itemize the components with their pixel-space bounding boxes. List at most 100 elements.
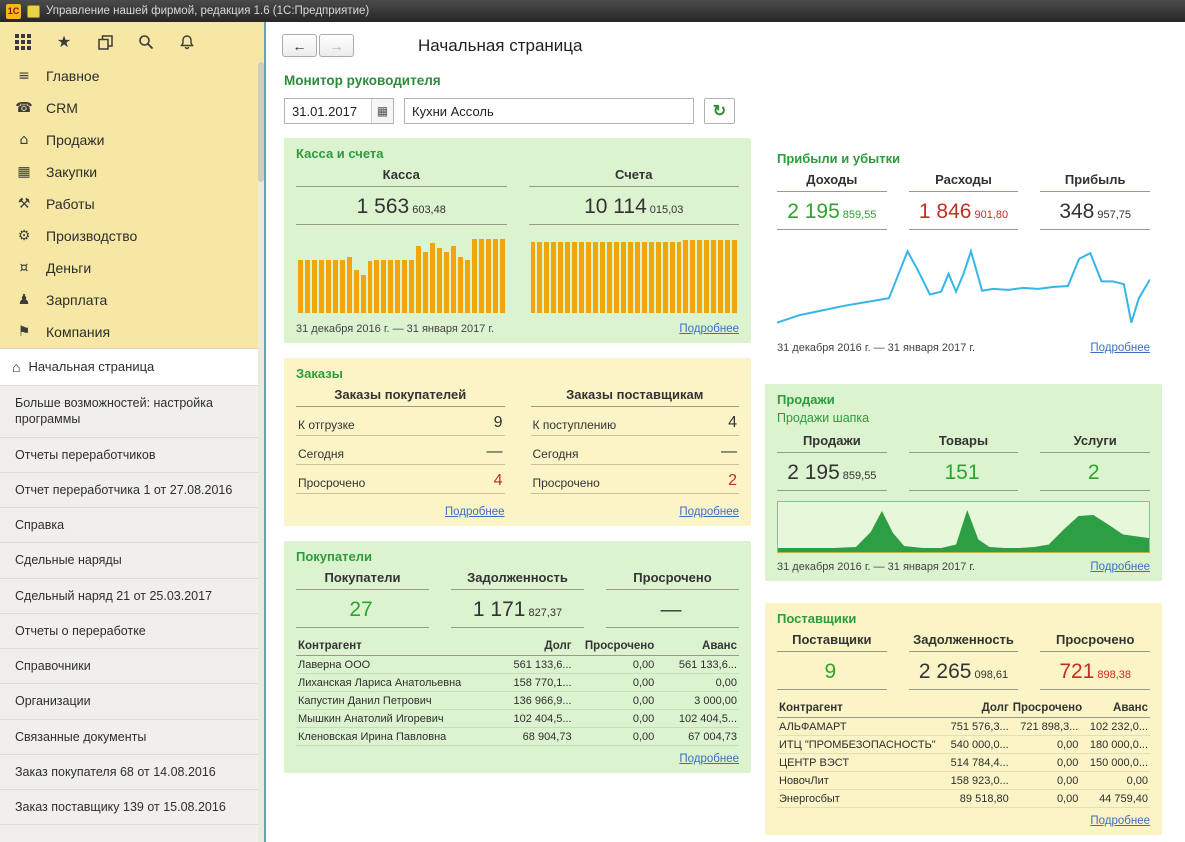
menu-item[interactable]: ☎ CRM bbox=[0, 92, 264, 124]
supplier-row[interactable]: НовочЛит 158 923,0... 0,00 0,00 bbox=[777, 772, 1150, 790]
menu-item[interactable]: ≡ Главное bbox=[0, 60, 264, 92]
nav-item-label: Заказ покупателя 68 от 14.08.2016 bbox=[15, 764, 216, 780]
nav-item[interactable]: ⌂ Справка bbox=[0, 508, 264, 543]
nav-item[interactable]: ⌂ Заказ поставщику 139 от 15.08.2016 bbox=[0, 790, 264, 825]
nav-item-label: Начальная страница bbox=[28, 359, 154, 376]
menu-item[interactable]: ⌂ Продажи bbox=[0, 124, 264, 156]
stat-column: Продажи 2 195859,55 bbox=[777, 433, 887, 491]
customer-row[interactable]: Мышкин Анатолий Игоревич 102 404,5... 0,… bbox=[296, 710, 739, 728]
company-input[interactable] bbox=[405, 99, 693, 123]
supplier-row[interactable]: ЦЕНТР ВЭСТ 514 784,4... 0,00 150 000,0..… bbox=[777, 754, 1150, 772]
stat-column: Прибыль 348957,75 bbox=[1040, 172, 1150, 230]
cash-panel: Касса и счета Касса 1 563603,48 Счета 10… bbox=[284, 138, 751, 343]
customers-table: Контрагент Долг Просрочено Аванс Лаверна… bbox=[296, 637, 739, 746]
nav-item[interactable]: ⌂ Отчет переработчика 1 от 27.08.2016 bbox=[0, 473, 264, 508]
customers-panel: Покупатели Покупатели 27 Задолженность 1… bbox=[284, 541, 751, 773]
order-stat-row: К отгрузке 9 bbox=[296, 407, 505, 436]
supplier-orders-more-link[interactable]: Подробнее bbox=[679, 506, 739, 518]
apps-grid-icon[interactable] bbox=[14, 33, 32, 51]
customer-row[interactable]: Кленовская Ирина Павловна 68 904,73 0,00… bbox=[296, 728, 739, 746]
customer-row[interactable]: Лиханская Лариса Анатольевна 158 770,1..… bbox=[296, 674, 739, 692]
recent-windows-icon[interactable] bbox=[96, 33, 114, 51]
stat-column: Просрочено 721898,38 bbox=[1040, 632, 1150, 690]
purchases-icon: ▦ bbox=[14, 164, 34, 180]
supplier-row[interactable]: Энергосбыт 89 518,80 0,00 44 759,40 bbox=[777, 790, 1150, 808]
customer-row[interactable]: Капустин Данил Петрович 136 966,9... 0,0… bbox=[296, 692, 739, 710]
suppliers-more-link[interactable]: Подробнее bbox=[1090, 815, 1150, 827]
sidebar-scrollbar-thumb[interactable] bbox=[258, 62, 264, 182]
suppliers-panel-title: Поставщики bbox=[777, 611, 1150, 626]
orders-panel-title: Заказы bbox=[296, 366, 739, 381]
back-button[interactable]: ← bbox=[282, 34, 317, 57]
nav-item[interactable]: ⌂ Связанные документы bbox=[0, 720, 264, 755]
cash-period: 31 декабря 2016 г. — 31 января 2017 г. bbox=[296, 323, 494, 335]
pnl-period: 31 декабря 2016 г. — 31 января 2017 г. bbox=[777, 342, 975, 354]
home-icon: ⌂ bbox=[12, 358, 20, 376]
stat-column: Задолженность 1 171827,37 bbox=[451, 570, 584, 628]
menu-item-label: Работы bbox=[46, 196, 95, 212]
sales-area-chart bbox=[777, 501, 1150, 553]
supplier-orders-group: Заказы поставщикам К поступлению 4 Сегод… bbox=[531, 387, 740, 518]
nav-item[interactable]: ⌂ Отчеты переработчиков bbox=[0, 438, 264, 473]
stat-column: Товары 151 bbox=[909, 433, 1019, 491]
menu-item[interactable]: ⚑ Компания bbox=[0, 316, 264, 348]
customer-row[interactable]: Лаверна ООО 561 133,6... 0,00 561 133,6.… bbox=[296, 656, 739, 674]
pnl-panel: Прибыли и убытки Доходы 2 195859,55 Расх… bbox=[765, 143, 1162, 362]
nav-item[interactable]: ⌂ Начальная страница bbox=[0, 349, 264, 386]
nav-item[interactable]: ⌂ Больше возможностей: настройка програм… bbox=[0, 386, 264, 438]
menu-item[interactable]: ¤ Деньги bbox=[0, 252, 264, 284]
stat-column: Просрочено — bbox=[606, 570, 739, 628]
menu-item-label: Главное bbox=[46, 68, 100, 84]
main-area: ← → Начальная страница Монитор руководит… bbox=[266, 22, 1185, 842]
menu-item-label: Деньги bbox=[46, 260, 91, 276]
pnl-more-link[interactable]: Подробнее bbox=[1090, 342, 1150, 354]
forward-button[interactable]: → bbox=[319, 34, 354, 57]
cash-more-link[interactable]: Подробнее bbox=[679, 323, 739, 335]
cash-bar-chart bbox=[298, 237, 505, 313]
nav-item[interactable]: ⌂ Организации bbox=[0, 684, 264, 719]
accounts-value: 10 114015,03 bbox=[529, 187, 740, 225]
search-icon[interactable] bbox=[137, 33, 155, 51]
nav-item[interactable]: ⌂ Сдельный наряд 21 от 25.03.2017 bbox=[0, 579, 264, 614]
order-stat-row: Просрочено 2 bbox=[531, 465, 740, 494]
menu-item[interactable]: ▦ Закупки bbox=[0, 156, 264, 188]
sections-menu: ≡ Главное ☎ CRM ⌂ Продажи ▦ Закупки ⚒ Ра… bbox=[0, 60, 264, 348]
supplier-row[interactable]: АЛЬФАМАРТ 751 576,3... 721 898,3... 102 … bbox=[777, 718, 1150, 736]
nav-item[interactable]: ⌂ Сдельные наряды bbox=[0, 543, 264, 578]
calendar-icon[interactable]: ▦ bbox=[371, 99, 393, 123]
supplier-row[interactable]: ИТЦ "ПРОМБЕЗОПАСНОСТЬ" 540 000,0... 0,00… bbox=[777, 736, 1150, 754]
sales-panel-subtitle: Продажи шапка bbox=[777, 411, 1150, 425]
nav-history-list: ⌂ Начальная страница ⌂ Больше возможност… bbox=[0, 348, 264, 842]
notifications-bell-icon[interactable] bbox=[178, 33, 196, 51]
menu-item[interactable]: ⚙ Производство bbox=[0, 220, 264, 252]
nav-item-label: Больше возможностей: настройка программы bbox=[15, 395, 252, 428]
nav-item[interactable]: ⌂ Справочники bbox=[0, 649, 264, 684]
company-icon: ⚑ bbox=[14, 324, 34, 340]
sales-more-link[interactable]: Подробнее bbox=[1090, 561, 1150, 573]
stat-column: Доходы 2 195859,55 bbox=[777, 172, 887, 230]
menu-item[interactable]: ♟ Зарплата bbox=[0, 284, 264, 316]
customer-orders-group: Заказы покупателей К отгрузке 9 Сегодня … bbox=[296, 387, 505, 518]
money-icon: ¤ bbox=[14, 260, 34, 276]
favorites-star-icon[interactable]: ★ bbox=[55, 33, 73, 51]
nav-item-label: Связанные документы bbox=[15, 729, 146, 745]
customers-more-link[interactable]: Подробнее bbox=[679, 753, 739, 765]
order-stat-row: Просрочено 4 bbox=[296, 465, 505, 494]
nav-item-label: Сдельные наряды bbox=[15, 552, 122, 568]
date-input[interactable] bbox=[285, 99, 371, 123]
menu-item-label: Производство bbox=[46, 228, 137, 244]
customer-orders-more-link[interactable]: Подробнее bbox=[445, 506, 505, 518]
nav-item[interactable]: ⌂ Заказ покупателя 68 от 14.08.2016 bbox=[0, 755, 264, 790]
menu-item[interactable]: ⚒ Работы bbox=[0, 188, 264, 220]
works-icon: ⚒ bbox=[14, 196, 34, 212]
sidebar-toolbar: ★ bbox=[0, 22, 264, 60]
stat-column: Задолженность 2 265098,61 bbox=[909, 632, 1019, 690]
nav-item-label: Организации bbox=[15, 693, 91, 709]
refresh-button[interactable]: ↻ bbox=[704, 98, 735, 124]
order-stat-row: К поступлению 4 bbox=[531, 407, 740, 436]
nav-item-label: Заказ поставщику 139 от 15.08.2016 bbox=[15, 799, 226, 815]
sidebar-scrollbar[interactable] bbox=[258, 62, 264, 842]
nav-item[interactable]: ⌂ Отчеты о переработке bbox=[0, 614, 264, 649]
main-sections-icon: ≡ bbox=[14, 68, 34, 84]
sales-panel-title: Продажи bbox=[777, 392, 1150, 407]
